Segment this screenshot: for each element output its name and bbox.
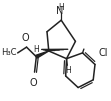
Text: O: O [30,78,38,88]
Text: N: N [56,6,63,16]
Polygon shape [36,51,49,58]
Text: Cl: Cl [99,48,108,58]
Text: H: H [58,3,64,12]
Text: H: H [33,45,39,54]
Text: H: H [65,66,71,75]
Text: H₃C: H₃C [1,48,17,57]
Text: O: O [22,33,30,43]
